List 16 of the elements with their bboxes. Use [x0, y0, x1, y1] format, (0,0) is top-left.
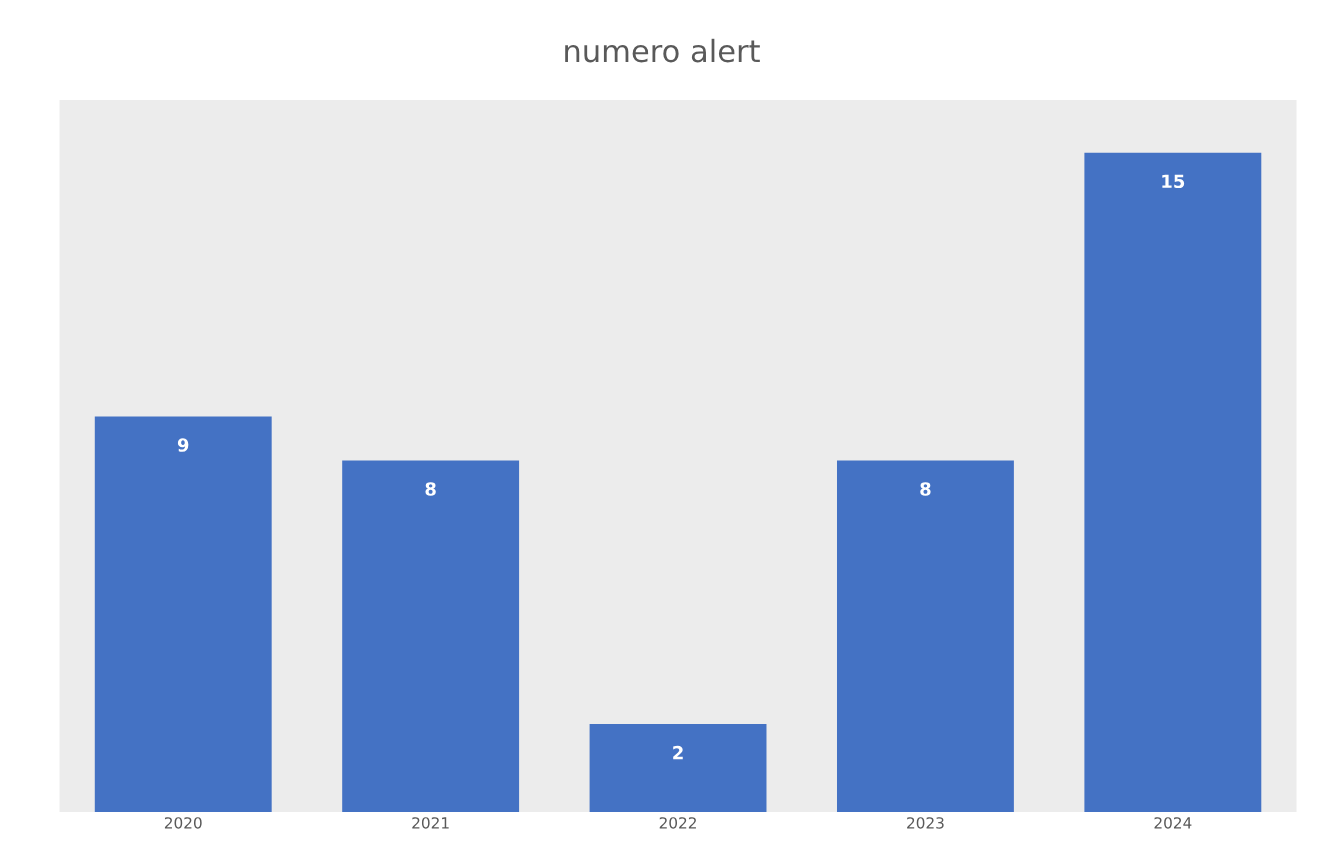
x-tick-label: 2024: [1154, 817, 1192, 829]
bar: [836, 460, 1014, 812]
data-label: 2: [673, 745, 683, 760]
bar: [342, 460, 520, 812]
data-label: 8: [920, 482, 931, 496]
bar: [589, 724, 767, 812]
data-label: 9: [177, 438, 189, 452]
bar: [1084, 152, 1262, 812]
x-tick-label: 2021: [412, 817, 449, 829]
x-tick-label: 2022: [659, 817, 696, 829]
bar: [94, 416, 272, 812]
x-tick-label: 2020: [164, 817, 202, 829]
chart-title: numero alert: [565, 38, 760, 63]
data-label: 8: [425, 482, 436, 496]
x-tick-label: 2023: [907, 817, 944, 829]
data-label: 15: [1162, 174, 1185, 189]
